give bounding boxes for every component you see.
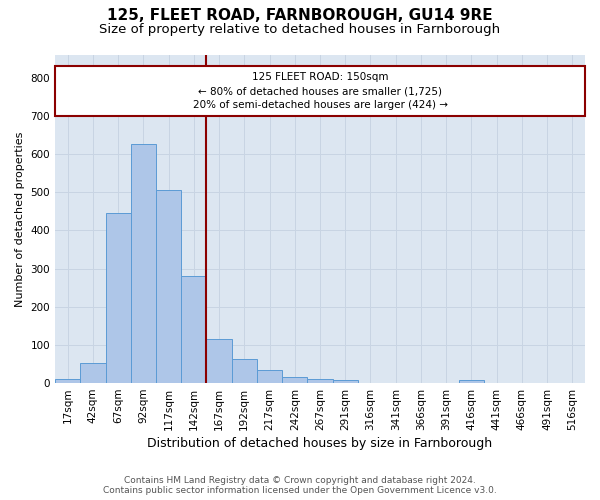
- Text: Contains HM Land Registry data © Crown copyright and database right 2024.
Contai: Contains HM Land Registry data © Crown c…: [103, 476, 497, 495]
- Text: 125 FLEET ROAD: 150sqm
← 80% of detached houses are smaller (1,725)
20% of semi-: 125 FLEET ROAD: 150sqm ← 80% of detached…: [193, 72, 448, 110]
- Bar: [80, 363, 106, 383]
- X-axis label: Distribution of detached houses by size in Farnborough: Distribution of detached houses by size …: [148, 437, 493, 450]
- Bar: [332, 380, 358, 383]
- Text: 125, FLEET ROAD, FARNBOROUGH, GU14 9RE: 125, FLEET ROAD, FARNBOROUGH, GU14 9RE: [107, 8, 493, 22]
- Bar: [232, 360, 257, 383]
- Bar: [181, 276, 206, 383]
- Y-axis label: Number of detached properties: Number of detached properties: [15, 132, 25, 306]
- FancyBboxPatch shape: [55, 66, 585, 116]
- Bar: [307, 380, 332, 383]
- Bar: [55, 380, 80, 383]
- Text: Size of property relative to detached houses in Farnborough: Size of property relative to detached ho…: [100, 22, 500, 36]
- Bar: [257, 370, 282, 383]
- Bar: [131, 144, 156, 383]
- Bar: [459, 380, 484, 383]
- Bar: [156, 190, 181, 383]
- Bar: [282, 376, 307, 383]
- Bar: [206, 339, 232, 383]
- Bar: [106, 212, 131, 383]
